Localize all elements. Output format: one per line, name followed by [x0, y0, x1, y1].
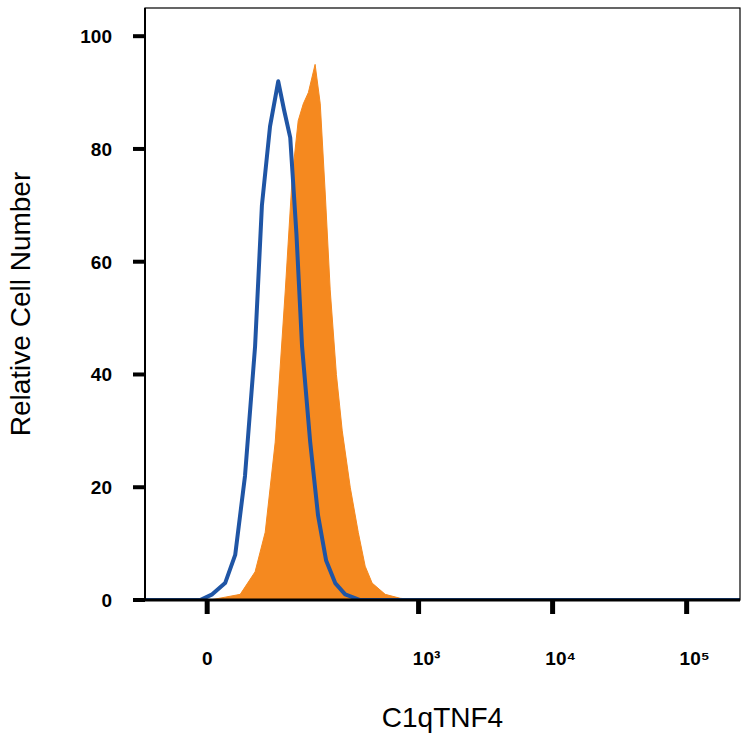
y-tick-label: 0: [101, 590, 112, 611]
x-tick: [684, 600, 689, 614]
histogram-area: [145, 64, 740, 600]
plot-frame: [145, 8, 740, 600]
x-axis-label: C1qTNF4: [382, 702, 503, 733]
y-tick: [133, 598, 145, 602]
y-tick: [133, 34, 145, 38]
x-tick: [550, 600, 555, 614]
x-tick: [205, 600, 210, 614]
x-tick-label: 0: [202, 648, 213, 669]
y-tick-label: 60: [91, 252, 112, 273]
x-tick-label: 10³: [413, 648, 440, 669]
y-tick-label: 100: [80, 26, 112, 47]
y-tick: [133, 372, 145, 376]
x-axis-line: [145, 599, 740, 602]
x-tick-label: 10⁵: [680, 648, 710, 669]
y-tick: [133, 147, 145, 151]
y-axis-line: [144, 8, 146, 600]
y-tick-label: 20: [91, 477, 112, 498]
x-tick-label: 10⁴: [545, 648, 576, 669]
x-tick: [416, 600, 421, 614]
plot-area: [145, 64, 740, 600]
y-tick-label: 80: [91, 139, 112, 160]
chart: 0 20 40 60 80 100 0 10³ 10⁴ 10⁵ C1qTNF4 Relative Ce…: [0, 0, 743, 743]
y-tick: [133, 260, 145, 264]
y-tick: [133, 485, 145, 489]
y-tick-label: 40: [91, 364, 112, 385]
y-axis-label: Relative Cell Number: [5, 172, 36, 437]
histogram-line: [145, 81, 740, 600]
